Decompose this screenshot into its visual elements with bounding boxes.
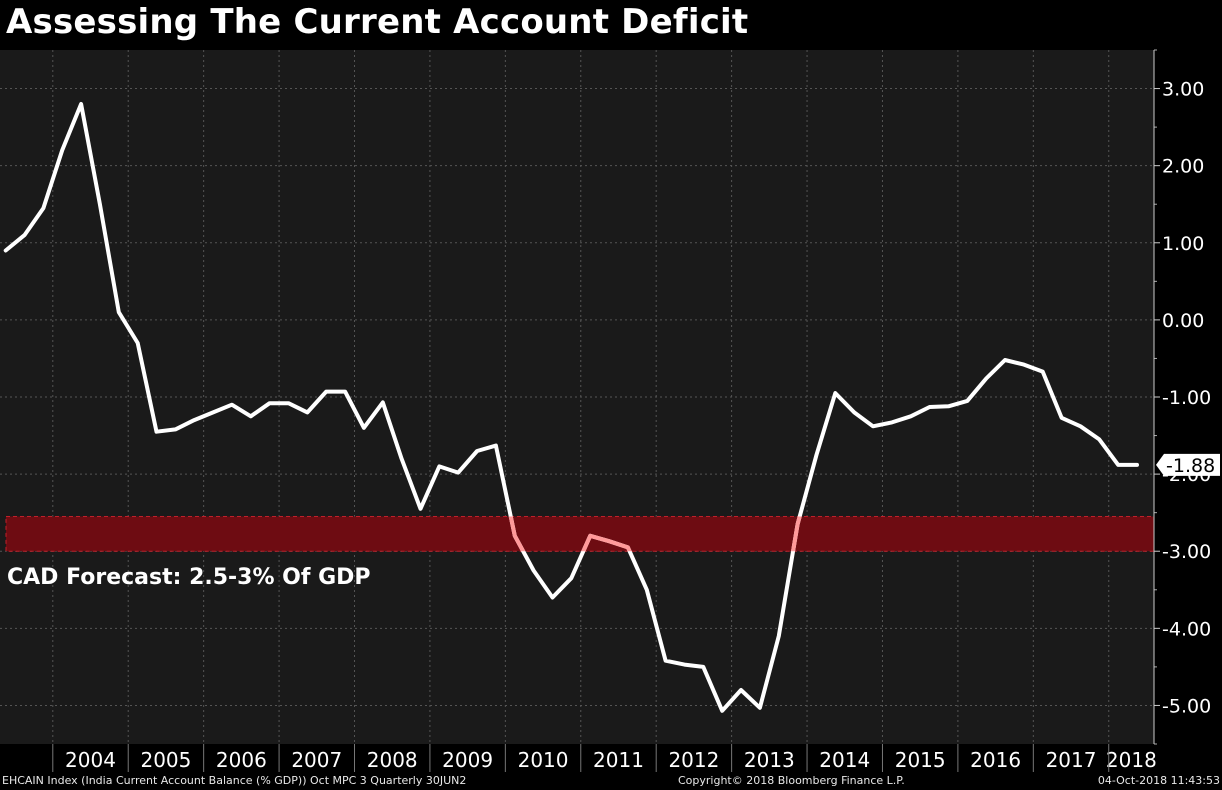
y-axis: 3.002.001.000.00-1.00-2.00-3.00-4.00-5.0… bbox=[1153, 49, 1220, 745]
x-tick-label: 2014 bbox=[819, 748, 870, 772]
x-tick-label: 2012 bbox=[668, 748, 719, 772]
x-tick-label: 2011 bbox=[593, 748, 644, 772]
x-axis: 2004 2005 2006 2007 2008 2009 2010 2011 2012 2013… bbox=[52, 744, 1157, 772]
annotations: CAD Forecast: 2.5-3% Of GDP bbox=[7, 565, 371, 590]
x-tick-label: 2018 bbox=[1106, 748, 1157, 772]
x-tick-label: 2016 bbox=[970, 748, 1021, 772]
copyright-note: Copyright© 2018 Bloomberg Finance L.P. bbox=[678, 774, 905, 787]
y-tick-label: 1.00 bbox=[1162, 233, 1204, 255]
y-tick-label: 0.00 bbox=[1162, 310, 1204, 332]
x-tick-label: 2007 bbox=[291, 748, 342, 772]
last-value-text: -1.88 bbox=[1166, 455, 1215, 477]
x-tick-label: 2010 bbox=[518, 748, 569, 772]
y-tick-label: 2.00 bbox=[1162, 156, 1204, 178]
chart-title: Assessing The Current Account Deficit bbox=[6, 2, 749, 42]
y-tick-label: -3.00 bbox=[1162, 541, 1211, 563]
y-tick-label: -1.00 bbox=[1162, 387, 1211, 409]
timestamp: 04-Oct-2018 11:43:53 bbox=[1097, 774, 1220, 787]
x-tick-label: 2017 bbox=[1046, 748, 1097, 772]
last-value-box bbox=[1156, 453, 1220, 476]
series-line bbox=[3, 102, 1139, 713]
forecast-annotation: CAD Forecast: 2.5-3% Of GDP bbox=[7, 565, 371, 590]
x-tick-label: 2009 bbox=[442, 748, 493, 772]
x-tick-label: 2013 bbox=[744, 748, 795, 772]
source-note: EHCAIN Index (India Current Account Bala… bbox=[2, 774, 467, 787]
y-tick-label: -4.00 bbox=[1162, 618, 1211, 640]
forecast-band-rect bbox=[5, 516, 1155, 552]
y-tick-label: -5.00 bbox=[1162, 695, 1211, 717]
y-tick-label: 3.00 bbox=[1162, 79, 1204, 101]
x-tick-label: 2008 bbox=[367, 748, 418, 772]
x-tick-label: 2015 bbox=[895, 748, 946, 772]
x-tick-label: 2006 bbox=[216, 748, 267, 772]
last-value-label: -1.88 bbox=[1156, 453, 1220, 477]
footer: EHCAIN Index (India Current Account Bala… bbox=[0, 772, 1222, 790]
forecast-band bbox=[5, 516, 1155, 552]
x-tick-label: 2004 bbox=[65, 748, 116, 772]
x-tick-label: 2005 bbox=[140, 748, 191, 772]
series-lines bbox=[3, 102, 1139, 713]
